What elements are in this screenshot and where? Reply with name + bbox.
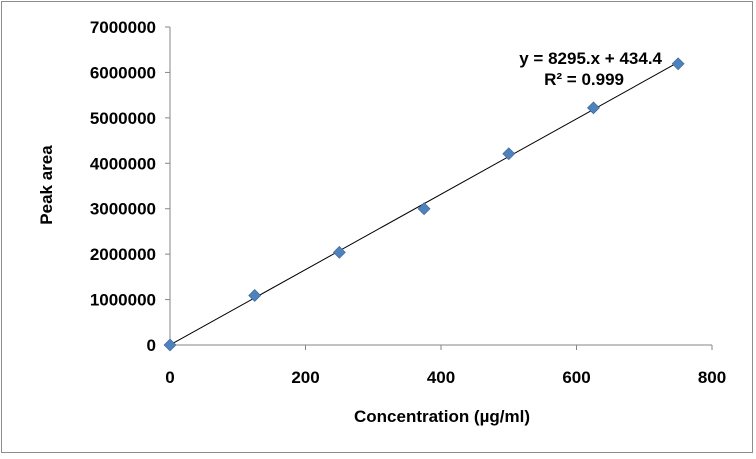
y-tick-label: 7000000 <box>90 18 156 37</box>
r-squared-label: R² = 0.999 <box>544 70 624 89</box>
data-point <box>332 245 346 259</box>
y-tick-label: 2000000 <box>90 245 156 264</box>
calibration-chart: 0 200 400 600 800 0 1000000 2000000 3000000 40000… <box>37 18 726 426</box>
data-point <box>671 57 685 71</box>
y-axis-title: Peak area <box>37 145 56 225</box>
x-tick-label: 800 <box>698 368 726 387</box>
y-tick-label: 5000000 <box>90 109 156 128</box>
x-axis-title: Concentration (µg/ml) <box>354 407 530 426</box>
y-tick-label: 0 <box>147 336 156 355</box>
data-point <box>502 147 516 161</box>
y-tick-label: 3000000 <box>90 200 156 219</box>
tick-labels: 0 200 400 600 800 0 1000000 2000000 3000000 40000… <box>90 18 726 387</box>
y-tick-label: 1000000 <box>90 291 156 310</box>
data-point <box>587 101 600 115</box>
data-point <box>417 202 431 216</box>
data-point <box>248 289 262 302</box>
x-tick-label: 200 <box>291 368 319 387</box>
y-tick-label: 4000000 <box>90 154 156 173</box>
chart-frame: 0 200 400 600 800 0 1000000 2000000 3000000 40000… <box>1 1 753 453</box>
x-tick-label: 0 <box>165 368 174 387</box>
x-tick-label: 600 <box>562 368 590 387</box>
x-tick-label: 400 <box>427 368 455 387</box>
data-point <box>163 338 177 352</box>
y-tick-label: 6000000 <box>90 63 156 82</box>
data-points <box>163 57 685 352</box>
axis-ticks <box>165 26 713 350</box>
trendline-equation: y = 8295.x + 434.4 <box>519 49 662 68</box>
